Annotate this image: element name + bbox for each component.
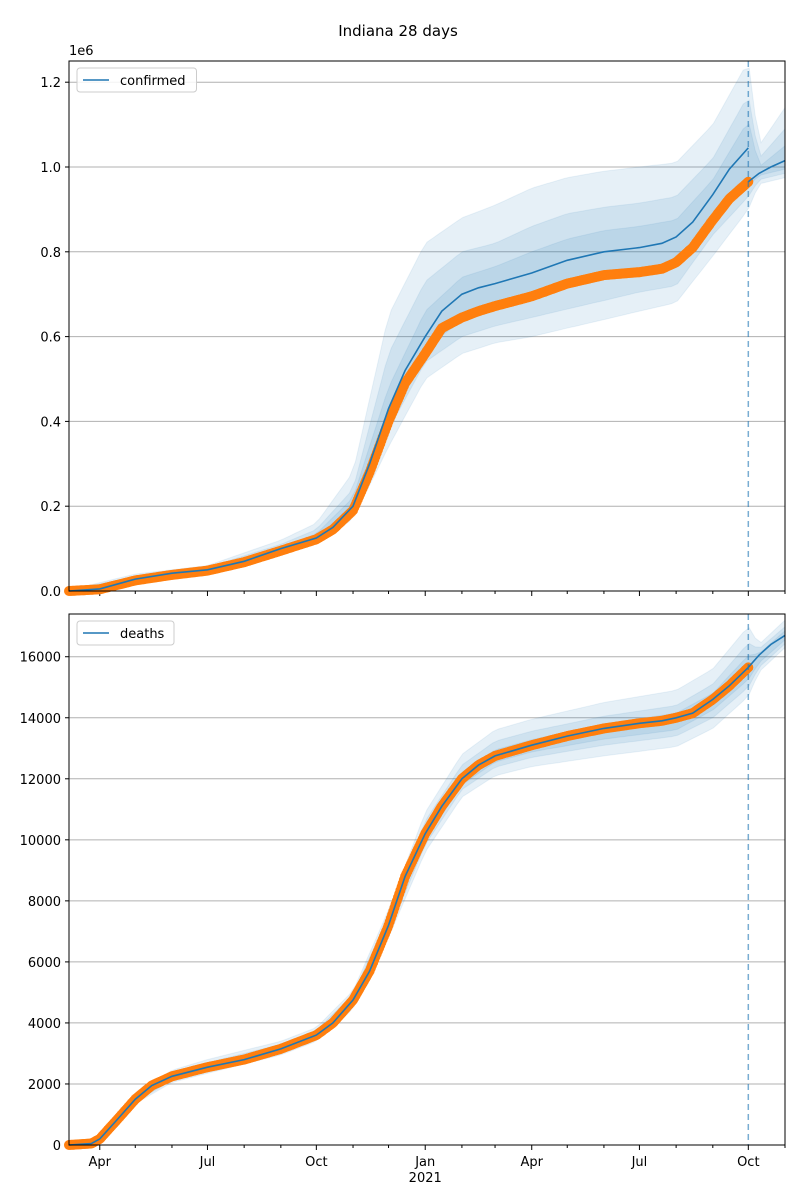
model-line [68,666,749,1146]
legend-box [76,620,175,646]
x-tick-label: Apr [89,1155,112,1170]
x-tick-label: Jul [631,1155,648,1170]
x-tick-label: Apr [520,1155,543,1170]
x-tick-label: Jul [199,1155,216,1170]
y-tick-label: 2000 [28,1078,61,1093]
x-tick-label: Oct [737,1155,759,1170]
y-tick-label: 0.0 [40,585,61,600]
y-tick-label: 16000 [20,651,61,666]
y-tick-label: 0.2 [40,500,61,515]
legend-box [76,67,197,93]
y-tick-label: 6000 [28,956,61,971]
legend: confirmed [76,67,197,93]
forecast-line [747,634,786,668]
legend-label: deaths [120,627,165,642]
y-tick-label: 14000 [20,712,61,727]
y-tick-label: 12000 [20,773,61,788]
legend-label: confirmed [120,74,186,89]
y-tick-label: 0.6 [40,331,61,346]
y-tick-label: 0.4 [40,415,61,430]
y-tick-label: 10000 [20,834,61,849]
y-tick-label: 1.0 [40,161,61,176]
forecast-line [747,159,786,183]
axis-offset-label: 1e6 [69,44,94,59]
model-line [68,147,749,592]
legend: deaths [76,620,175,646]
y-tick-label: 1.2 [40,76,61,91]
figure-title: Indiana 28 days [338,22,458,40]
confirmed-axes: 0.0 0.2 0.4 0.6 0.8 1.0 1.2 confirmed 1e6 [40,44,786,600]
deaths-axes: 0 2000 4000 6000 8000 10000 12000 14000 16000 dea… [20,613,786,1186]
x-tick-label: Oct [305,1155,327,1170]
y-tick-label: 4000 [28,1017,61,1032]
x-year-label: 2021 [409,1171,442,1186]
x-tick-label: Jan [414,1155,435,1170]
axes-frame [68,60,786,592]
y-tick-label: 0.8 [40,246,61,261]
y-tick-label: 0 [53,1139,61,1154]
axes-frame [68,613,786,1146]
y-tick-label: 8000 [28,895,61,910]
